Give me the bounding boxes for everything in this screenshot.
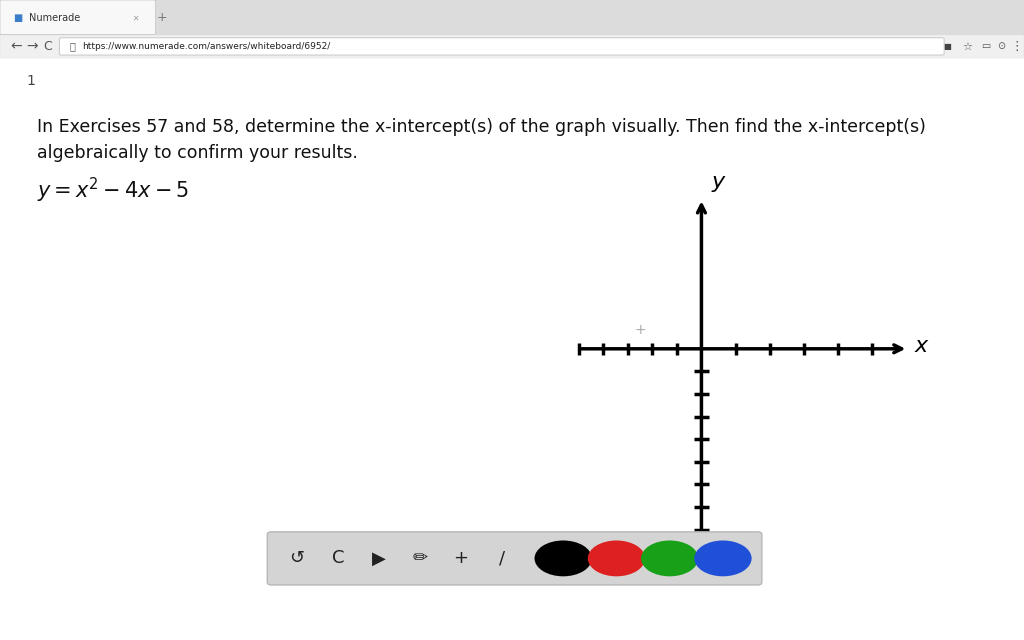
Text: +: +	[454, 549, 468, 568]
Text: Numerade: Numerade	[29, 13, 80, 22]
Text: ⋮: ⋮	[1011, 40, 1023, 53]
Text: ⊙: ⊙	[997, 42, 1006, 51]
Text: $y = x^2 - 4x - 5$: $y = x^2 - 4x - 5$	[37, 176, 188, 205]
Text: ✕: ✕	[132, 13, 138, 22]
Text: ■: ■	[13, 13, 23, 22]
Text: https://www.numerade.com/answers/whiteboard/6952/: https://www.numerade.com/answers/whitebo…	[82, 42, 330, 51]
Text: →: →	[27, 40, 38, 53]
Text: ✏: ✏	[413, 549, 427, 568]
Text: ▭: ▭	[981, 42, 991, 51]
FancyBboxPatch shape	[267, 532, 762, 585]
Bar	[0, 35, 1024, 58]
Text: C: C	[332, 549, 344, 568]
Circle shape	[694, 540, 752, 576]
FancyBboxPatch shape	[59, 38, 944, 55]
Circle shape	[535, 540, 592, 576]
Text: +: +	[634, 323, 646, 337]
Text: +: +	[157, 11, 167, 24]
Text: ☆: ☆	[963, 42, 973, 51]
Circle shape	[588, 540, 645, 576]
Text: ↺: ↺	[290, 549, 304, 568]
Circle shape	[641, 540, 698, 576]
Text: /: /	[499, 549, 505, 568]
Text: ←: ←	[10, 40, 22, 53]
Text: y: y	[712, 172, 725, 192]
Text: ■: ■	[943, 42, 951, 51]
FancyBboxPatch shape	[0, 0, 156, 35]
Text: 1: 1	[27, 74, 36, 88]
Text: ▶: ▶	[372, 549, 386, 568]
Text: x: x	[914, 335, 928, 356]
Text: C: C	[43, 40, 52, 53]
Text: In Exercises 57 and 58, determine the x-intercept(s) of the graph visually. Then: In Exercises 57 and 58, determine the x-…	[37, 118, 926, 136]
Text: 🔒: 🔒	[70, 42, 76, 51]
Bar	[0, 0, 1024, 35]
Text: algebraically to confirm your results.: algebraically to confirm your results.	[37, 144, 357, 162]
Text: A: A	[537, 549, 549, 568]
